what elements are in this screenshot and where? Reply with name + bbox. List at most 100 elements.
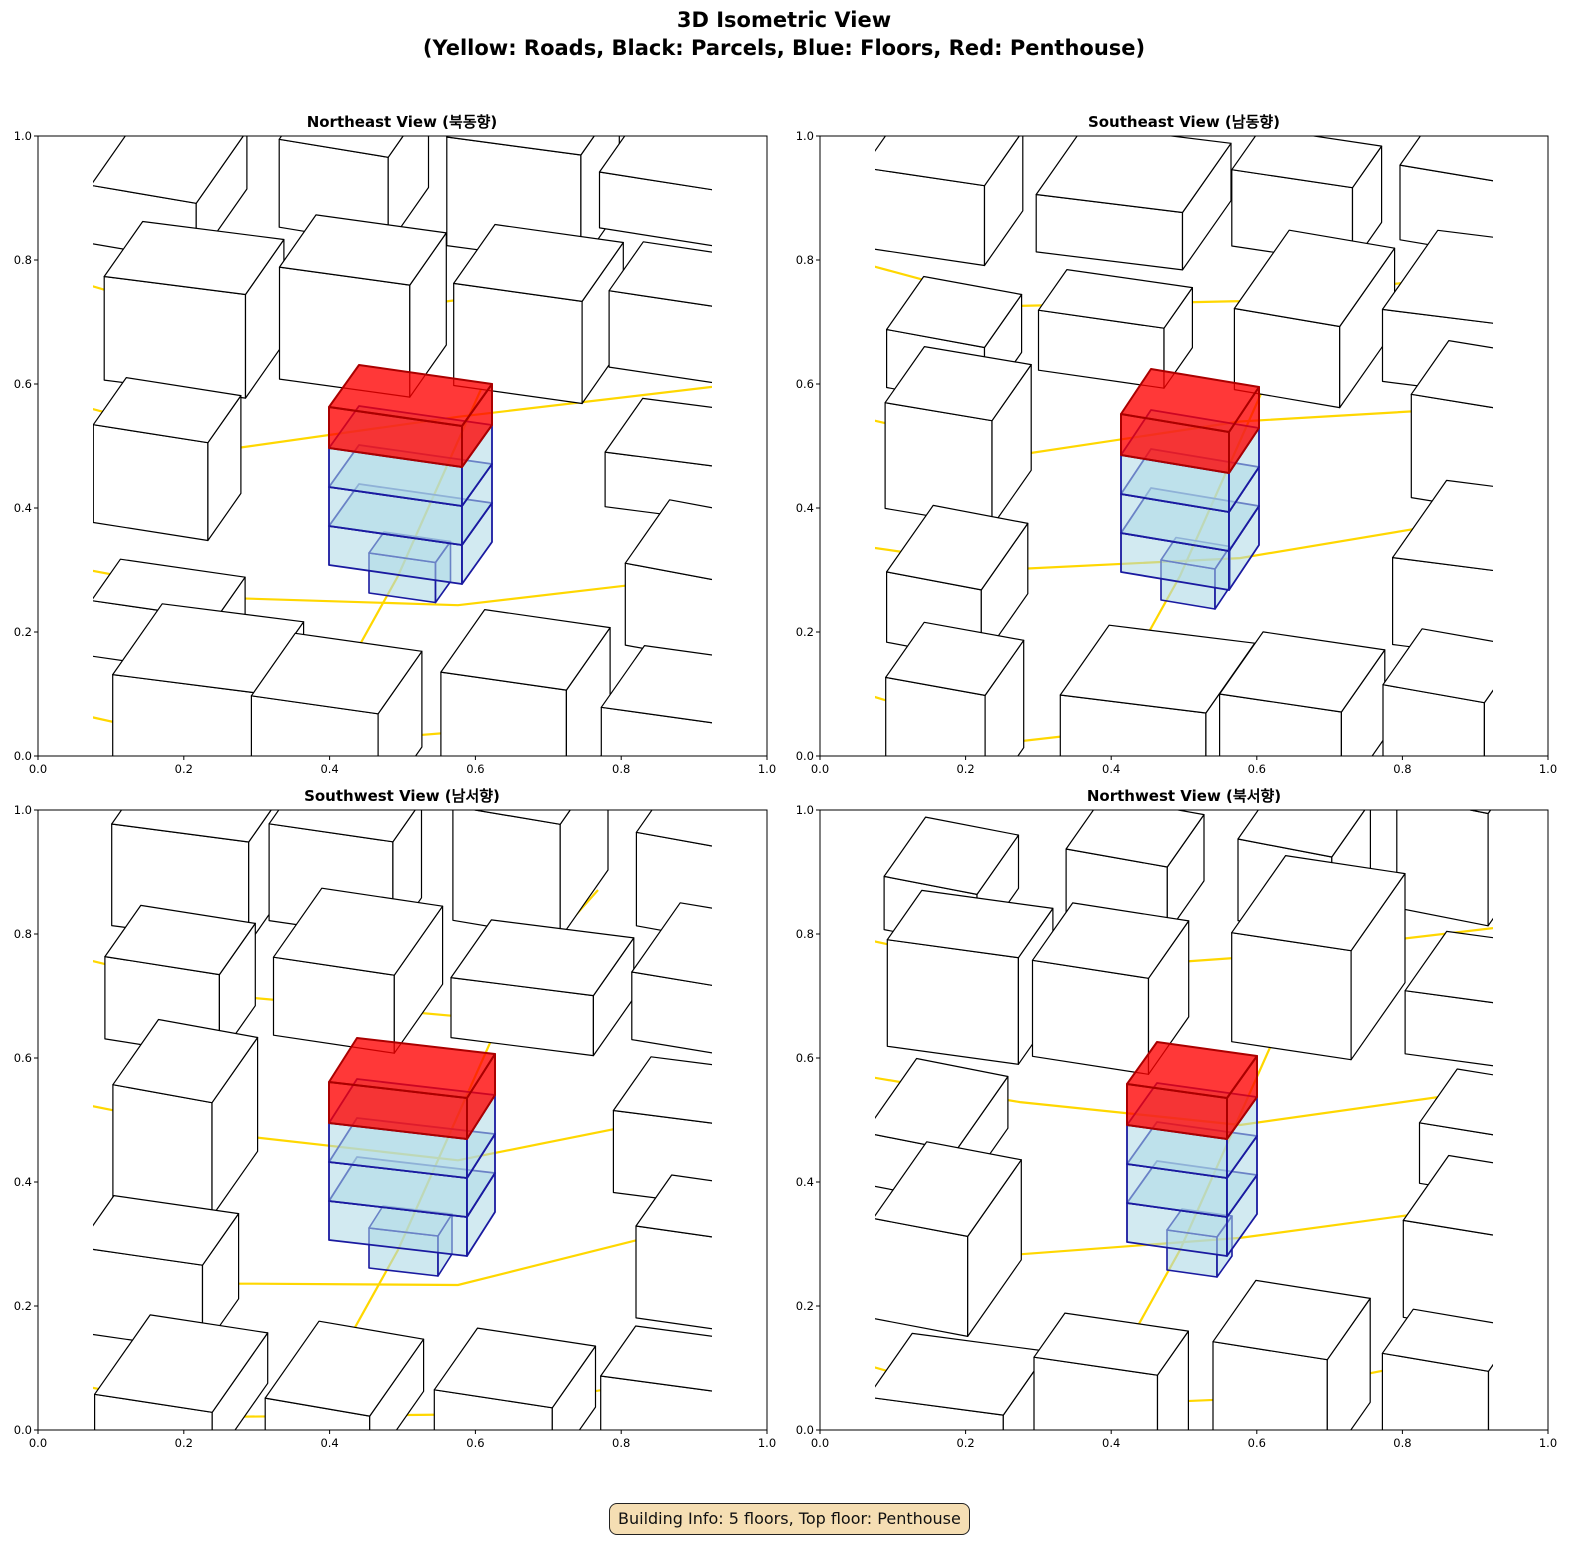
x-tick-label: 0.8 (1393, 762, 1411, 776)
top-face (635, 810, 712, 847)
penthouse (1126, 1041, 1258, 1140)
top-face (1126, 1041, 1258, 1099)
x-tick-label: 0.8 (612, 1436, 630, 1450)
top-face (608, 241, 712, 307)
panel-northeast: 0.00.0 0.2 0.2 0.4 0.4 0.6 0.6 0.8 0.8 1.0 1.0 (14, 115, 783, 776)
panel-southwest: 0.00.0 0.2 0.2 0.4 0.4 0.6 0.6 0.8 0.8 1.0 1.0 (14, 803, 788, 1471)
parcel-building (600, 1325, 769, 1471)
x-tick-label: 0.0 (811, 1436, 829, 1450)
parcel-building (278, 214, 447, 398)
parcel-building (884, 346, 1032, 528)
side-face (740, 921, 788, 1058)
y-tick-label: 0.0 (796, 749, 814, 763)
top-face (1120, 368, 1260, 433)
top-face (250, 632, 423, 715)
parcel-building (1402, 1154, 1559, 1336)
top-face (631, 902, 712, 986)
parcel-building (450, 919, 635, 1057)
front-face (1212, 1341, 1328, 1430)
x-tick-label: 0.0 (29, 1436, 47, 1450)
top-face (1467, 810, 1492, 815)
top-face (1418, 1068, 1493, 1136)
top-face (93, 1194, 240, 1266)
scene-northwest (875, 810, 1580, 1430)
figure-title-line1: 3D Isometric View (677, 8, 891, 32)
parcel-building (1212, 1279, 1371, 1430)
top-face (1391, 479, 1493, 572)
top-face (471, 810, 571, 825)
y-tick-label: 0.8 (796, 927, 814, 941)
y-tick-label: 0.4 (796, 501, 814, 515)
penthouse (1120, 368, 1260, 474)
top-face (93, 377, 242, 444)
parcel-building (264, 1320, 425, 1430)
top-face (440, 608, 611, 691)
top-face (1382, 628, 1493, 704)
parcel-building (875, 1141, 1022, 1338)
side-face (734, 1344, 769, 1471)
top-face (624, 499, 712, 581)
top-face (600, 644, 712, 724)
y-tick-label: 0.6 (14, 1051, 32, 1065)
penthouse (328, 364, 493, 468)
x-tick-label: 1.0 (758, 1436, 776, 1450)
side-face (721, 518, 765, 663)
parcel-building (885, 504, 1029, 661)
side-face (745, 416, 783, 524)
y-tick-label: 0.2 (14, 1299, 32, 1313)
top-face (1237, 810, 1366, 858)
panel-title-southeast: Southeast View (남동향) (1088, 113, 1280, 131)
x-tick-label: 0.4 (1102, 1436, 1120, 1450)
top-face (278, 136, 404, 158)
parcel-building (600, 644, 712, 756)
side-face (735, 806, 766, 944)
front-face (440, 671, 568, 756)
parcel-building (1396, 810, 1493, 927)
top-face (1035, 136, 1232, 214)
parcel-building (886, 889, 1054, 1065)
top-face (328, 1037, 496, 1099)
top-face (1404, 930, 1493, 1004)
side-face (559, 810, 609, 939)
top-face (885, 504, 1029, 591)
y-tick-label: 0.8 (796, 253, 814, 267)
side-face (983, 136, 1024, 267)
top-face (1218, 631, 1386, 713)
y-tick-label: 1.0 (796, 803, 814, 817)
parcel-building (608, 241, 712, 384)
parcel-building (1233, 229, 1396, 409)
parcel-building (598, 115, 766, 247)
y-tick-label: 0.4 (796, 1175, 814, 1189)
top-face (433, 1327, 597, 1409)
side-face (1514, 1174, 1559, 1336)
top-face (1410, 340, 1493, 409)
y-tick-label: 1.0 (796, 129, 814, 143)
top-face (604, 397, 712, 467)
y-tick-label: 1.0 (14, 803, 32, 817)
front-face (1033, 1356, 1159, 1430)
parcel-building (93, 377, 242, 542)
front-face (1404, 990, 1493, 1067)
parcel-building (1404, 930, 1580, 1071)
panel-title-southwest: Southwest View (남서향) (304, 787, 500, 805)
parcel-building (103, 220, 285, 399)
side-face (1507, 124, 1549, 258)
side-face (1521, 359, 1559, 516)
front-face (600, 1375, 712, 1430)
top-face (1037, 269, 1194, 329)
x-tick-label: 0.0 (29, 762, 47, 776)
side-face (1538, 949, 1580, 1071)
x-tick-label: 0.6 (1248, 762, 1266, 776)
scene-northeast (93, 115, 783, 756)
parcel-building (278, 136, 430, 246)
side-face (714, 115, 766, 246)
x-tick-label: 0.2 (956, 762, 974, 776)
parcel-building (250, 632, 423, 756)
panel-title-northeast: Northeast View (북동향) (307, 113, 498, 131)
y-tick-label: 0.6 (796, 377, 814, 391)
parcel-building (440, 608, 611, 756)
y-tick-label: 0.2 (14, 625, 32, 639)
top-face (112, 603, 305, 694)
top-face (886, 889, 1054, 959)
